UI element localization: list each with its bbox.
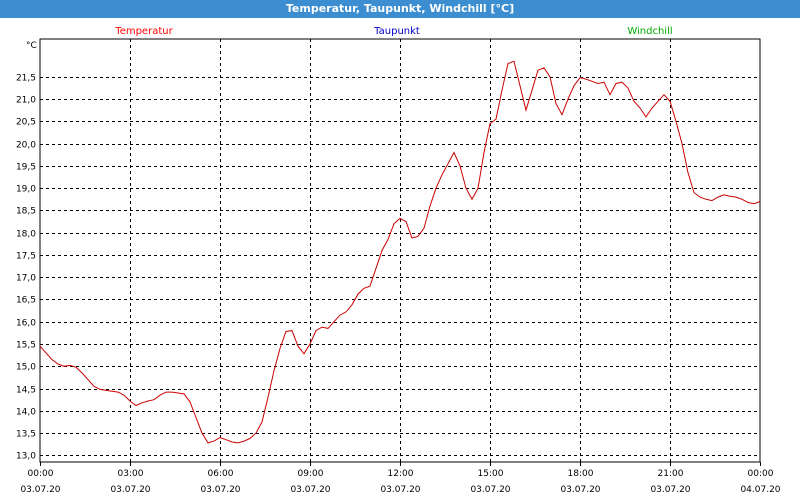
x-tick-date: 03.07.20 (470, 485, 510, 495)
x-tick-time: 18:00 (568, 469, 594, 479)
x-tick-date: 03.07.20 (290, 485, 330, 495)
y-tick-label: 21,5 (16, 74, 36, 84)
y-tick-label: 17,0 (16, 274, 36, 284)
x-tick-date: 03.07.20 (200, 485, 240, 495)
y-tick-label: 14,0 (16, 408, 36, 418)
y-tick-label: 13,0 (16, 452, 36, 462)
series-line-temperatur (39, 60, 761, 444)
x-tick-date: 03.07.20 (650, 485, 690, 495)
legend-temperatur: Temperatur (114, 26, 173, 37)
x-tick-time: 06:00 (208, 469, 234, 479)
y-axis-unit: °C (26, 41, 37, 51)
y-tick-label: 20,0 (16, 141, 36, 151)
x-tick-time: 12:00 (388, 469, 414, 479)
y-tick-label: 21,0 (16, 96, 36, 106)
y-tick-label: 13,5 (16, 430, 36, 440)
y-tick-label: 18,5 (16, 207, 36, 217)
x-tick-time: 09:00 (298, 469, 324, 479)
y-tick-label: 16,5 (16, 296, 36, 306)
y-tick-label: 15,0 (16, 363, 36, 373)
y-tick-label: 14,5 (16, 386, 36, 396)
y-tick-label: 16,0 (16, 319, 36, 329)
x-tick-date: 03.07.20 (20, 485, 60, 495)
x-tick-time: 15:00 (478, 469, 504, 479)
y-tick-label: 17,5 (16, 252, 36, 262)
x-tick-date: 03.07.20 (380, 485, 420, 495)
x-tick-time: 00:00 (28, 469, 54, 479)
y-tick-label: 15,5 (16, 341, 36, 351)
legend-windchill: Windchill (627, 26, 672, 37)
y-tick-label: 19,0 (16, 185, 36, 195)
y-tick-label: 19,5 (16, 163, 36, 173)
x-tick-date: 04.07.20 (740, 485, 780, 495)
window-title: Temperatur, Taupunkt, Windchill [°C] (0, 0, 800, 18)
x-tick-time: 21:00 (658, 469, 684, 479)
legend-taupunkt: Taupunkt (373, 26, 420, 37)
y-tick-label: 18,0 (16, 230, 36, 240)
x-tick-time: 00:00 (748, 469, 774, 479)
x-tick-time: 03:00 (118, 469, 144, 479)
y-tick-label: 20,5 (16, 118, 36, 128)
x-tick-date: 03.07.20 (560, 485, 600, 495)
x-tick-date: 03.07.20 (110, 485, 150, 495)
